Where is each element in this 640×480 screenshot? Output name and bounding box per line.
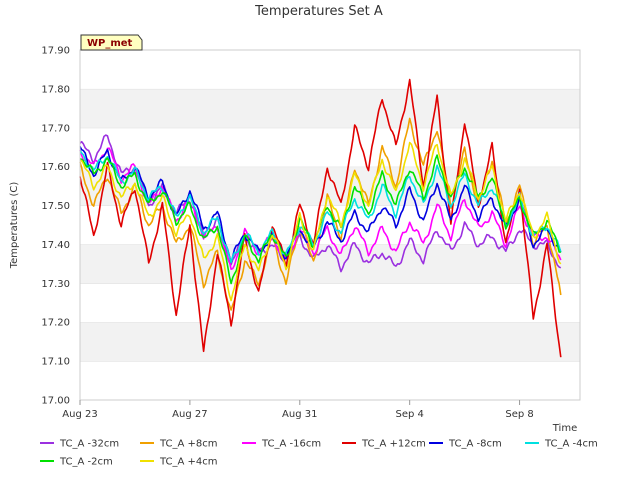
grid-band [80,88,580,128]
x-tick-label: Sep 8 [505,409,533,420]
y-tick-label: 17.60 [41,162,70,173]
x-axis: Aug 23 Aug 27 Aug 31 Sep 4 Sep 8 [62,400,534,420]
x-tick-label: Aug 31 [282,409,317,420]
grid-band [80,50,580,89]
y-tick-label: 17.40 [41,240,70,251]
wp-met-label: WP_met [87,38,133,49]
y-tick-label: 17.00 [41,396,70,407]
x-tick-label: Aug 27 [172,409,207,420]
grid-band [80,283,580,323]
grid-band [80,322,580,362]
legend-label: TC_A +12cm [361,439,426,450]
legend-label: TC_A -4cm [544,439,598,450]
series-lines [79,78,562,358]
legend-label: TC_A +4cm [159,457,218,468]
y-tick-label: 17.90 [41,46,70,57]
chart-title: Temperatures Set A [254,4,383,19]
plot-bands [80,49,580,400]
y-tick-label: 17.70 [41,123,70,134]
x-axis-title: Time [552,423,577,434]
legend-label: TC_A -2cm [59,457,113,468]
series-line [79,141,562,302]
grid-band [80,127,580,167]
series-line [79,150,562,264]
legend-label: TC_A +8cm [159,439,218,450]
series-line [79,146,562,264]
x-tick-label: Sep 4 [395,409,423,420]
legend: TC_A -32cm TC_A +8cm TC_A -16cm TC_A +12cm T… [40,439,598,468]
grid-band [80,244,580,284]
legend-label: TC_A -16cm [261,439,321,450]
y-tick-label: 17.80 [41,84,70,95]
y-axis: 17.00 17.10 17.20 17.30 17.40 17.50 17.60 17.70… [41,46,70,407]
y-tick-label: 17.50 [41,201,70,212]
y-tick-label: 17.30 [41,279,70,290]
wp-met-badge: WP_met [80,34,143,51]
y-tick-label: 17.20 [41,318,70,329]
legend-label: TC_A -32cm [59,439,119,450]
plot-frame [79,49,581,401]
grid-band [80,361,580,400]
x-tick-label: Aug 23 [62,409,97,420]
y-tick-label: 17.10 [41,357,70,368]
y-axis-title: Temperatures (C) [9,182,20,270]
legend-label: TC_A -8cm [448,439,502,450]
